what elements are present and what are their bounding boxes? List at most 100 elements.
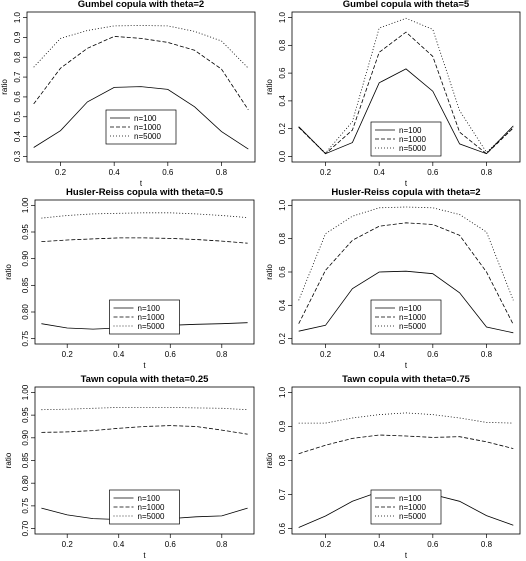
y-tick-label: 0.6 <box>13 91 22 103</box>
x-tick-label: 0.2 <box>320 350 332 359</box>
y-tick-label: 0.2 <box>278 333 287 345</box>
plot-frame <box>34 199 255 345</box>
legend-label: n=1000 <box>399 503 426 512</box>
x-tick-label: 0.8 <box>216 540 228 549</box>
y-tick-label: 0.0 <box>278 150 287 162</box>
series-line-n=1000 <box>298 31 514 155</box>
series-line-n=1000 <box>298 434 514 455</box>
chart-title: Husler-Reiss copula with theta=0.5 <box>66 187 224 198</box>
x-tick-label: 0.2 <box>62 540 74 549</box>
y-tick-label: 0.90 <box>21 429 30 445</box>
y-tick-label: 0.7 <box>278 488 287 500</box>
y-tick-label: 0.2 <box>278 123 287 135</box>
y-tick-label: 0.3 <box>13 150 22 162</box>
legend-label: n=100 <box>134 114 157 123</box>
y-axis-label: ratio <box>265 79 274 95</box>
legend-label: n=5000 <box>399 512 426 521</box>
x-tick-label: 0.2 <box>62 350 74 359</box>
x-tick-label: 0.6 <box>427 350 439 359</box>
x-tick-label: 0.8 <box>481 350 493 359</box>
y-tick-label: 0.80 <box>21 475 30 491</box>
x-axis-label: t <box>140 179 143 188</box>
y-tick-label: 0.7 <box>13 71 22 83</box>
y-tick-label: 1.0 <box>13 11 22 23</box>
x-tick-label: 0.8 <box>481 540 493 549</box>
chart-title: Gumbel copula with theta=2 <box>78 0 204 10</box>
y-tick-label: 0.95 <box>21 224 30 240</box>
y-tick-label: 0.8 <box>13 51 22 63</box>
y-axis-label: ratio <box>0 79 9 95</box>
chart-panel-4: Husler-Reiss copula with theta=2 0.2 0.4 0.… <box>265 187 521 370</box>
x-axis-label: t <box>143 361 146 370</box>
chart-title: Tawn copula with theta=0.25 <box>81 374 210 385</box>
y-axis-label: ratio <box>265 452 274 468</box>
x-tick-label: 0.4 <box>374 540 386 549</box>
y-tick-label: 1.0 <box>278 11 287 23</box>
series-line-n=1000 <box>41 237 248 244</box>
x-tick-label: 0.8 <box>481 168 493 177</box>
plot-frame <box>26 11 256 163</box>
legend-label: n=100 <box>399 304 422 313</box>
chart-panel-3: Husler-Reiss copula with theta=0.5 0.2 0.4… <box>4 187 255 370</box>
y-tick-label: 0.6 <box>278 67 287 79</box>
legend-label: n=5000 <box>399 144 426 153</box>
legend-box <box>370 121 442 157</box>
series-line-n=100 <box>33 86 249 150</box>
x-tick-label: 0.4 <box>113 540 125 549</box>
x-tick-label: 0.4 <box>109 168 121 177</box>
chart-panel-1: Gumbel copula with theta=2 0.2 0.4 0.6 0.8 t 0… <box>0 0 256 188</box>
series-line-n=1000 <box>298 222 514 325</box>
y-tick-label: 0.8 <box>278 39 287 51</box>
chart-title: Gumbel copula with theta=5 <box>343 0 470 10</box>
series-line-n=100 <box>298 270 514 334</box>
y-tick-label: 1.0 <box>278 199 287 211</box>
series-line-n=5000 <box>298 17 514 154</box>
y-tick-label: 0.75 <box>21 498 30 514</box>
chart-panel-5: Tawn copula with theta=0.25 0.2 0.4 0.6 0.8 t… <box>4 374 255 560</box>
series-line-n=100 <box>298 68 514 155</box>
x-tick-label: 0.8 <box>216 350 228 359</box>
series-line-n=5000 <box>298 206 514 301</box>
y-tick-label: 0.70 <box>21 520 30 536</box>
y-tick-label: 0.85 <box>21 277 30 293</box>
x-tick-label: 0.6 <box>165 350 177 359</box>
series-line-n=1000 <box>33 35 249 111</box>
x-tick-label: 0.4 <box>113 350 125 359</box>
x-tick-label: 0.4 <box>374 350 386 359</box>
y-axis-label: ratio <box>265 264 274 280</box>
y-tick-label: 1.0 <box>278 386 287 398</box>
legend-label: n=1000 <box>399 313 426 322</box>
legend-label: n=5000 <box>399 322 426 331</box>
y-tick-label: 0.4 <box>13 130 22 142</box>
chart-panel-2: Gumbel copula with theta=5 0.2 0.4 0.6 0.8 t 0… <box>265 0 521 188</box>
legend-label: n=100 <box>138 304 161 313</box>
series-line-n=5000 <box>41 212 248 219</box>
series-line-n=5000 <box>33 25 249 69</box>
legend-label: n=1000 <box>134 123 161 132</box>
y-tick-label: 0.4 <box>278 299 287 311</box>
x-axis-label: t <box>405 551 408 560</box>
y-tick-label: 0.85 <box>21 452 30 468</box>
y-tick-label: 0.8 <box>278 454 287 466</box>
x-tick-label: 0.2 <box>55 168 67 177</box>
x-tick-label: 0.2 <box>320 540 332 549</box>
y-tick-label: 0.8 <box>278 233 287 245</box>
x-tick-label: 0.6 <box>165 540 177 549</box>
plot-frame <box>291 11 521 163</box>
x-tick-label: 0.4 <box>374 168 386 177</box>
y-tick-label: 0.90 <box>21 250 30 266</box>
y-tick-label: 0.4 <box>278 95 287 107</box>
x-axis-label: t <box>405 361 408 370</box>
series-line-n=5000 <box>298 412 514 424</box>
chart-title: Tawn copula with theta=0.75 <box>342 374 471 385</box>
legend-label: n=1000 <box>399 135 426 144</box>
x-tick-label: 0.6 <box>162 168 174 177</box>
